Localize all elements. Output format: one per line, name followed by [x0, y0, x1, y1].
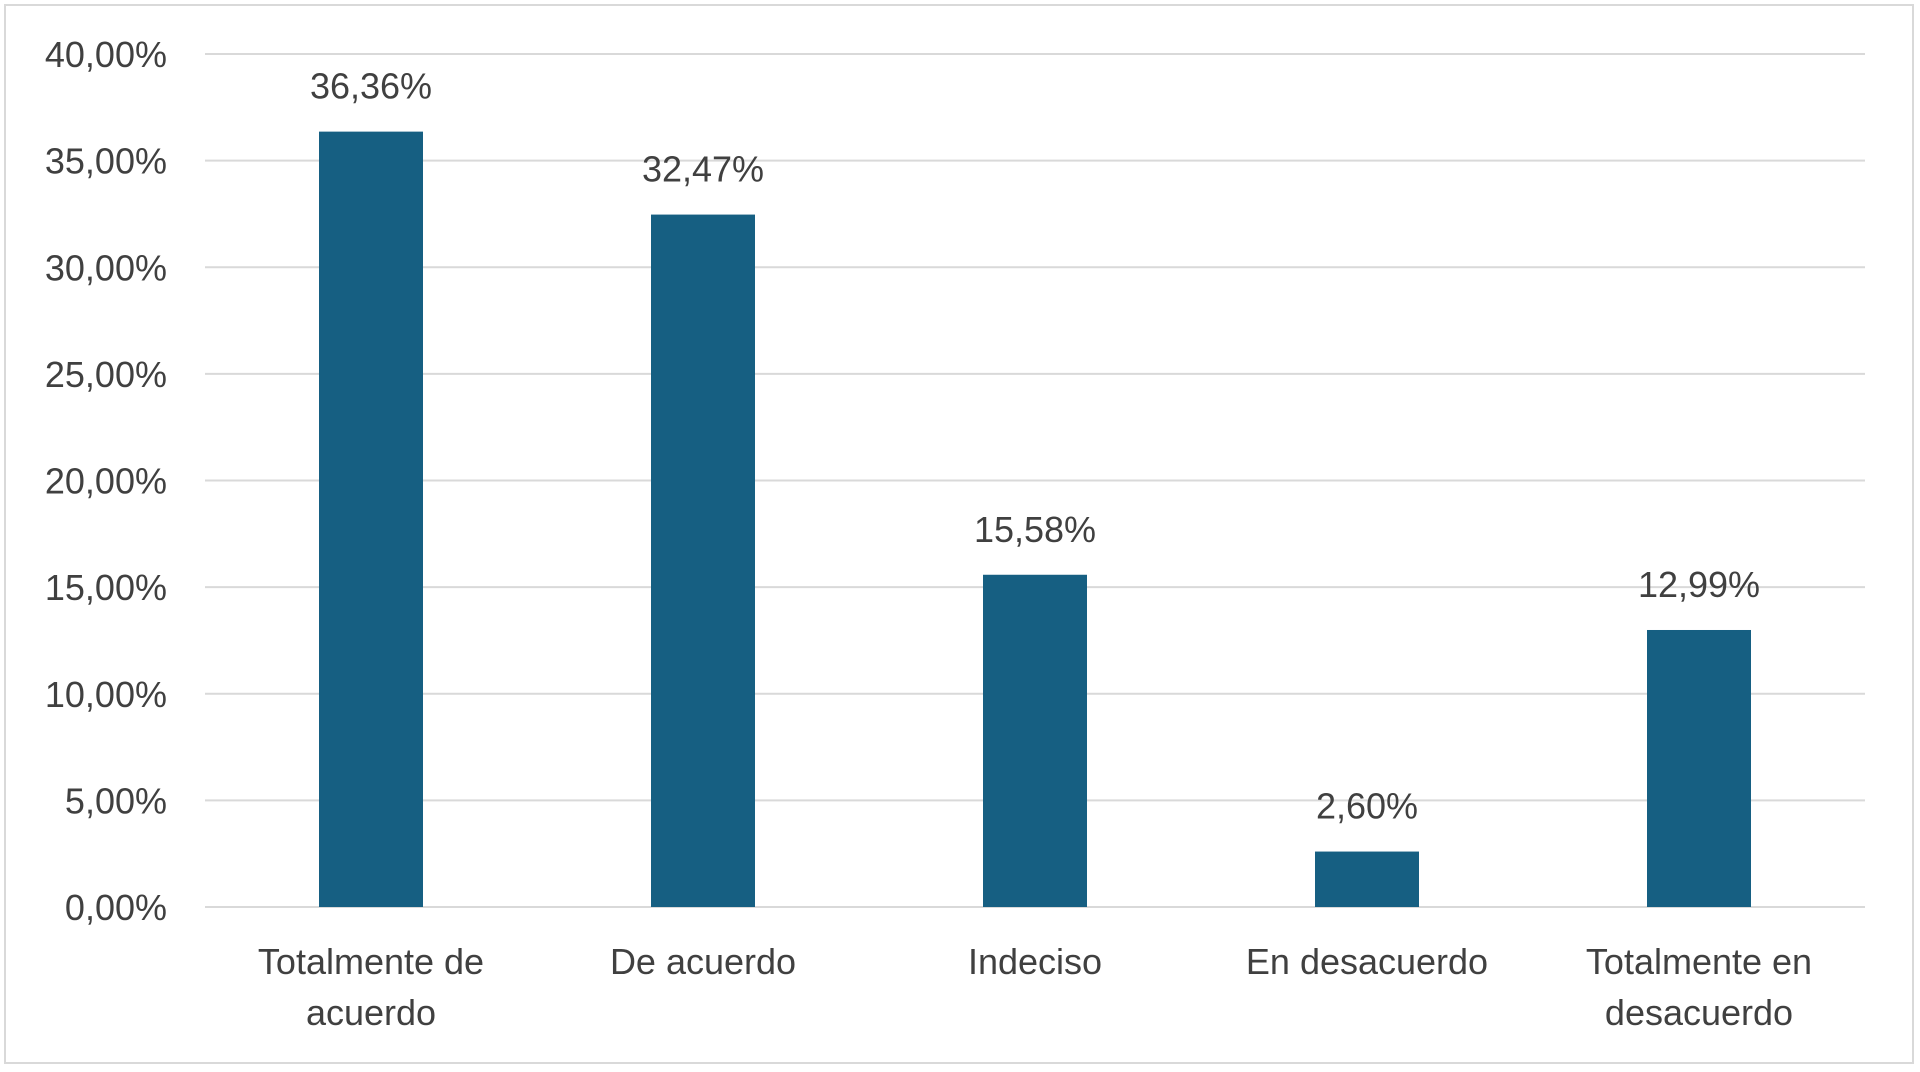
y-tick-label: 15,00%: [45, 567, 167, 608]
x-category-label: De acuerdo: [610, 941, 796, 982]
data-labels: 36,36% 32,47% 15,58% 2,60% 12,99%: [310, 66, 1760, 827]
bar: [319, 131, 423, 908]
x-category-label: Totalmente de: [258, 941, 484, 982]
bar: [1647, 629, 1751, 907]
x-category-label: acuerdo: [306, 992, 436, 1033]
y-tick-label: 5,00%: [65, 780, 167, 821]
y-tick-label: 40,00%: [45, 34, 167, 75]
data-label: 2,60%: [1316, 786, 1418, 827]
y-tick-label: 25,00%: [45, 354, 167, 395]
y-tick-label: 20,00%: [45, 461, 167, 502]
data-label: 15,58%: [974, 509, 1096, 550]
bar: [1315, 851, 1419, 907]
y-tick-label: 30,00%: [45, 247, 167, 288]
gridlines: [205, 53, 1865, 908]
data-label: 12,99%: [1638, 564, 1760, 605]
x-category-label: desacuerdo: [1605, 992, 1793, 1033]
y-tick-label: 0,00%: [65, 887, 167, 928]
y-tick-label: 35,00%: [45, 141, 167, 182]
bars: [319, 131, 1751, 908]
x-category-label: Indeciso: [968, 941, 1102, 982]
y-axis: 0,00% 5,00% 10,00% 15,00% 20,00% 25,00% 30,00%…: [45, 34, 167, 928]
bar: [651, 214, 755, 907]
data-label: 36,36%: [310, 66, 432, 107]
bar: [983, 574, 1087, 907]
x-axis: Totalmente de acuerdo De acuerdo Indeciso En…: [258, 941, 1812, 1033]
x-category-label: En desacuerdo: [1246, 941, 1488, 982]
data-label: 32,47%: [642, 149, 764, 190]
y-tick-label: 10,00%: [45, 674, 167, 715]
x-category-label: Totalmente en: [1586, 941, 1812, 982]
